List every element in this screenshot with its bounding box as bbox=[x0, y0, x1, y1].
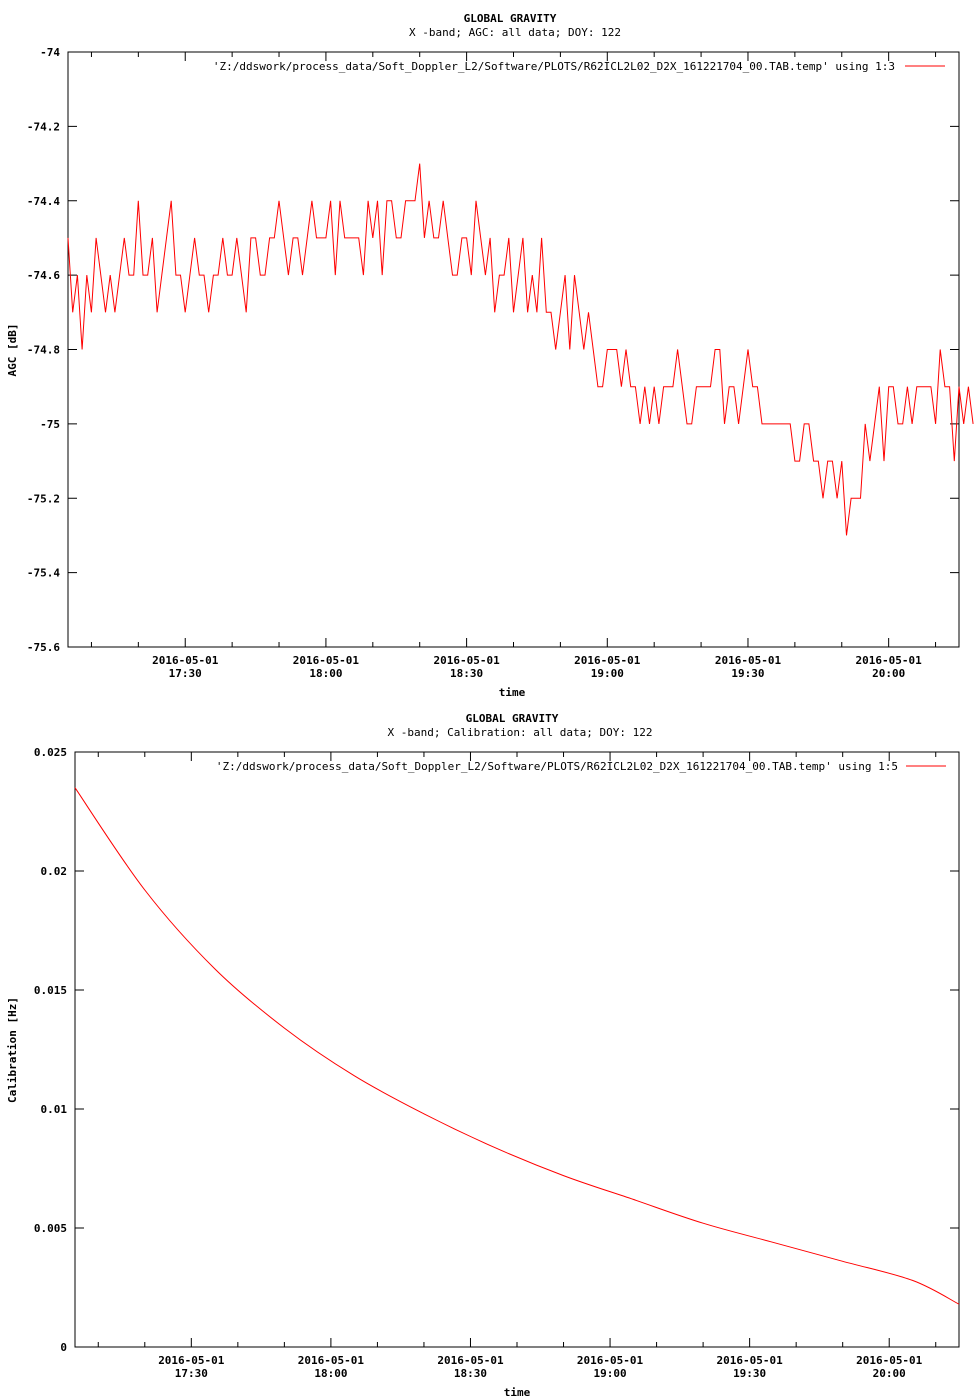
x-tick-label-date: 2016-05-01 bbox=[293, 654, 360, 667]
x-tick-label-time: 18:30 bbox=[450, 667, 483, 680]
calibration-chart: GLOBAL GRAVITY X -band; Calibration: all… bbox=[6, 712, 960, 1399]
y-tick-label: -74.6 bbox=[27, 269, 60, 282]
x-tick-label-time: 19:00 bbox=[591, 667, 624, 680]
x-tick-label-time: 17:30 bbox=[169, 667, 202, 680]
x-tick-label-time: 19:30 bbox=[733, 1367, 766, 1380]
x-tick-label-time: 19:00 bbox=[593, 1367, 626, 1380]
x-tick-label-date: 2016-05-01 bbox=[433, 654, 500, 667]
x-tick-label-date: 2016-05-01 bbox=[298, 1354, 365, 1367]
plot-frame bbox=[74, 751, 960, 1348]
x-tick-label-time: 17:30 bbox=[175, 1367, 208, 1380]
agc-chart-subtitle: X -band; AGC: all data; DOY: 122 bbox=[409, 26, 621, 39]
agc-x-axis-label: time bbox=[499, 686, 526, 699]
calibration-x-axis-label: time bbox=[504, 1386, 531, 1399]
calibration-y-axis-label: Calibration [Hz] bbox=[6, 997, 19, 1103]
y-tick-label: 0 bbox=[60, 1341, 67, 1354]
y-tick-label: -74 bbox=[40, 46, 60, 59]
y-tick-label: 0.015 bbox=[34, 984, 67, 997]
y-tick-label: -74.8 bbox=[27, 344, 60, 357]
y-tick-label: 0.02 bbox=[41, 865, 68, 878]
x-tick-label-time: 20:00 bbox=[872, 667, 905, 680]
x-tick-label-date: 2016-05-01 bbox=[437, 1354, 504, 1367]
x-tick-label-time: 18:00 bbox=[314, 1367, 347, 1380]
calibration-chart-title: GLOBAL GRAVITY bbox=[466, 712, 559, 725]
x-tick-label-date: 2016-05-01 bbox=[158, 1354, 225, 1367]
x-tick-label-time: 18:00 bbox=[309, 667, 342, 680]
x-tick-label-time: 19:30 bbox=[731, 667, 764, 680]
agc-chart-title: GLOBAL GRAVITY bbox=[464, 12, 557, 25]
y-tick-label: -75.4 bbox=[27, 567, 60, 580]
y-tick-label: -75 bbox=[40, 418, 60, 431]
agc-chart: GLOBAL GRAVITY X -band; AGC: all data; D… bbox=[6, 12, 974, 699]
y-tick-label: -75.2 bbox=[27, 492, 60, 505]
y-tick-label: -75.6 bbox=[27, 641, 60, 654]
x-tick-label-time: 20:00 bbox=[873, 1367, 906, 1380]
series-line bbox=[67, 163, 974, 536]
y-tick-label: 0.025 bbox=[34, 746, 67, 759]
x-tick-label-date: 2016-05-01 bbox=[717, 1354, 784, 1367]
agc-y-axis-label: AGC [dB] bbox=[6, 324, 19, 377]
x-tick-label-date: 2016-05-01 bbox=[574, 654, 641, 667]
y-tick-label: 0.01 bbox=[41, 1103, 68, 1116]
y-tick-label: -74.2 bbox=[27, 120, 60, 133]
x-tick-label-date: 2016-05-01 bbox=[715, 654, 782, 667]
x-tick-label-date: 2016-05-01 bbox=[856, 1354, 923, 1367]
series-line bbox=[74, 787, 960, 1305]
x-tick-label-time: 18:30 bbox=[454, 1367, 487, 1380]
x-tick-label-date: 2016-05-01 bbox=[577, 1354, 644, 1367]
calibration-chart-subtitle: X -band; Calibration: all data; DOY: 122 bbox=[388, 726, 653, 739]
x-tick-label-date: 2016-05-01 bbox=[856, 654, 923, 667]
agc-legend-label: 'Z:/ddswork/process_data/Soft_Doppler_L2… bbox=[213, 60, 895, 73]
plot-frame bbox=[67, 51, 960, 648]
x-tick-label-date: 2016-05-01 bbox=[152, 654, 219, 667]
calibration-legend-label: 'Z:/ddswork/process_data/Soft_Doppler_L2… bbox=[216, 760, 898, 773]
y-tick-label: -74.4 bbox=[27, 195, 60, 208]
y-tick-label: 0.005 bbox=[34, 1222, 67, 1235]
